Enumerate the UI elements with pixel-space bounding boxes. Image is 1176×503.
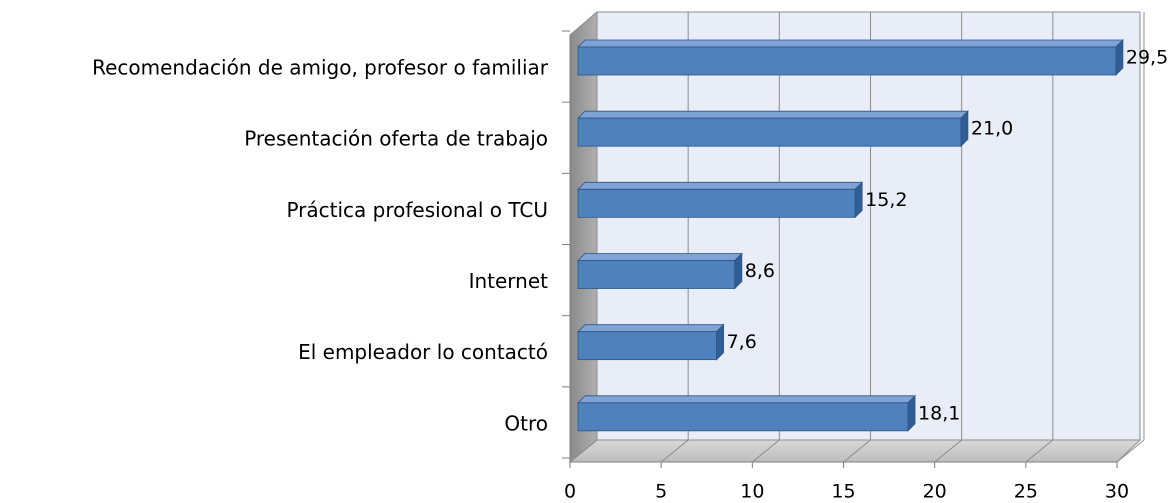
value-label: 7,6 <box>727 331 757 353</box>
grid-line <box>752 439 780 463</box>
bar <box>577 110 969 148</box>
bar-top <box>577 324 725 333</box>
value-label: 18,1 <box>918 402 960 424</box>
bar-end <box>716 323 724 361</box>
value-label: 8,6 <box>745 260 775 282</box>
bar <box>577 323 725 361</box>
y-tick-label: Práctica profesional o TCU <box>286 198 548 222</box>
y-tick-label: Otro <box>504 411 548 435</box>
bar-front <box>577 46 1117 76</box>
bar <box>577 181 864 219</box>
value-label: 21,0 <box>971 118 1013 140</box>
grid-line <box>843 439 871 463</box>
bar-front <box>577 260 736 289</box>
bar <box>577 252 743 290</box>
bar-top <box>577 39 1124 48</box>
x-tick-label: 10 <box>740 481 764 503</box>
y-tick-label: Internet <box>469 269 549 293</box>
y-tick-label: Presentación oferta de trabajo <box>244 127 548 151</box>
bar <box>577 394 916 432</box>
bar-top <box>577 253 743 261</box>
y-tick-label: Recomendación de amigo, profesor o famil… <box>92 56 549 80</box>
grid-line <box>1116 439 1145 463</box>
x-tick-label: 20 <box>923 481 947 503</box>
bar-end <box>734 252 743 290</box>
grid-line <box>660 439 689 463</box>
bar-front <box>577 331 717 361</box>
bar-front <box>577 188 856 218</box>
x-tick-label: 25 <box>1014 481 1038 503</box>
x-tick-label: 5 <box>655 481 667 503</box>
back-wall <box>596 11 1141 441</box>
y-tick-label: El empleador lo contactó <box>298 340 548 364</box>
bar-end <box>960 110 969 148</box>
bar-top <box>577 395 916 404</box>
grid-line <box>569 439 598 463</box>
bar-end <box>907 394 916 432</box>
bar-front <box>577 117 962 147</box>
x-tick-label: 15 <box>831 481 855 503</box>
bar <box>577 39 1124 76</box>
value-label: 29,5 <box>1126 47 1168 69</box>
x-tick-label: 30 <box>1105 481 1129 503</box>
bar-end <box>1115 39 1124 76</box>
bar-end <box>854 181 863 219</box>
grid-line <box>1025 439 1054 463</box>
grid-line <box>934 439 962 463</box>
floor <box>568 439 1142 463</box>
bar-top <box>577 110 969 119</box>
bar-top <box>577 181 864 190</box>
side-wall <box>569 10 598 464</box>
x-tick-label: 0 <box>564 481 576 503</box>
bar-front <box>577 402 909 432</box>
value-label: 15,2 <box>865 189 907 211</box>
